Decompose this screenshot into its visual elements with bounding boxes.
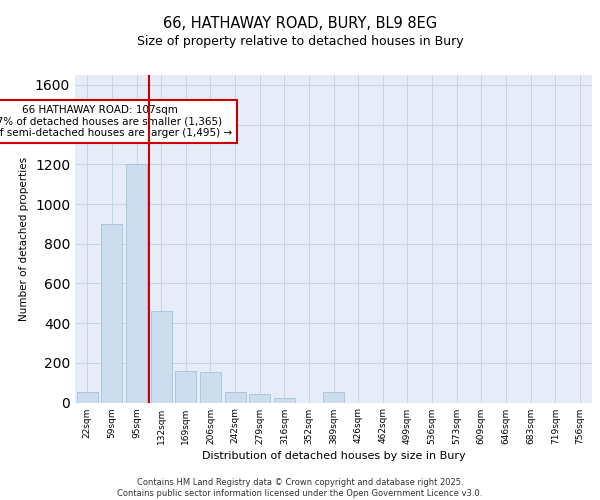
Text: 66, HATHAWAY ROAD, BURY, BL9 8EG: 66, HATHAWAY ROAD, BURY, BL9 8EG bbox=[163, 16, 437, 32]
Y-axis label: Number of detached properties: Number of detached properties bbox=[19, 156, 29, 321]
Bar bbox=[175, 370, 196, 402]
Bar bbox=[151, 311, 172, 402]
Bar bbox=[126, 164, 147, 402]
Text: Contains HM Land Registry data © Crown copyright and database right 2025.
Contai: Contains HM Land Registry data © Crown c… bbox=[118, 478, 482, 498]
Bar bbox=[224, 392, 245, 402]
Bar bbox=[200, 372, 221, 402]
Bar bbox=[101, 224, 122, 402]
X-axis label: Distribution of detached houses by size in Bury: Distribution of detached houses by size … bbox=[202, 450, 466, 460]
Bar bbox=[274, 398, 295, 402]
Bar bbox=[77, 392, 98, 402]
Bar bbox=[323, 392, 344, 402]
Text: 66 HATHAWAY ROAD: 107sqm
← 47% of detached houses are smaller (1,365)
52% of sem: 66 HATHAWAY ROAD: 107sqm ← 47% of detach… bbox=[0, 105, 232, 138]
Text: Size of property relative to detached houses in Bury: Size of property relative to detached ho… bbox=[137, 35, 463, 48]
Bar bbox=[249, 394, 270, 402]
